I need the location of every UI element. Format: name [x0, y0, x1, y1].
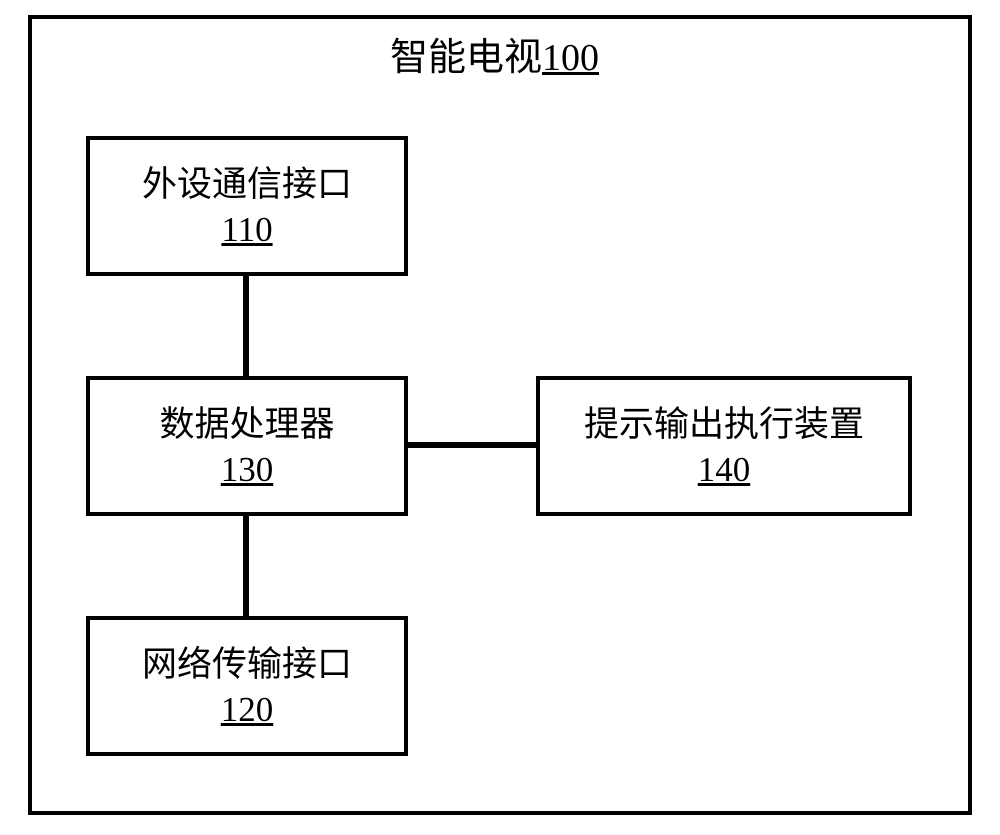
block-number: 120: [221, 690, 274, 730]
title-number: 100: [542, 37, 599, 79]
connector-vertical-bottom: [243, 516, 249, 616]
title-text: 智能电视: [390, 37, 542, 79]
block-number: 130: [221, 450, 274, 490]
block-number: 110: [221, 210, 272, 250]
block-peripheral-interface: 外设通信接口 110: [86, 136, 408, 276]
block-data-processor: 数据处理器 130: [86, 376, 408, 516]
diagram-title: 智能电视100: [390, 26, 599, 81]
block-label: 提示输出执行装置: [584, 402, 864, 448]
block-label: 外设通信接口: [142, 162, 352, 208]
block-number: 140: [698, 450, 751, 490]
block-label: 数据处理器: [159, 402, 334, 448]
connector-vertical-top: [243, 276, 249, 376]
connector-horizontal: [408, 442, 536, 448]
block-output-device: 提示输出执行装置 140: [536, 376, 912, 516]
block-network-interface: 网络传输接口 120: [86, 616, 408, 756]
block-label: 网络传输接口: [142, 642, 352, 688]
